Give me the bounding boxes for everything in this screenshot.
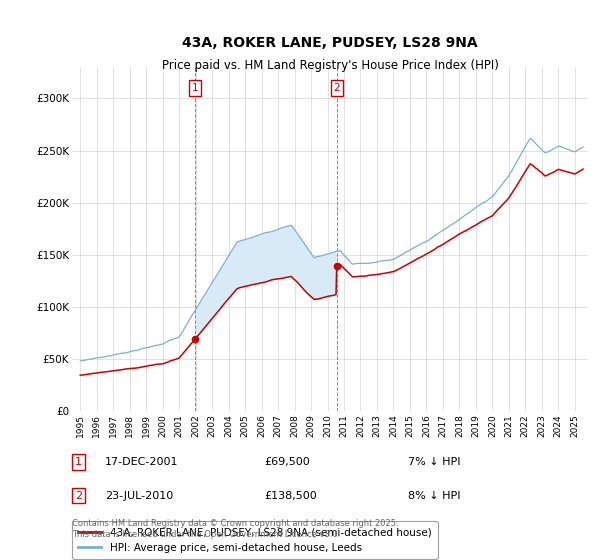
Text: 7% ↓ HPI: 7% ↓ HPI xyxy=(408,457,461,467)
Text: 2: 2 xyxy=(333,83,340,93)
Text: £69,500: £69,500 xyxy=(264,457,310,467)
Text: Price paid vs. HM Land Registry's House Price Index (HPI): Price paid vs. HM Land Registry's House … xyxy=(161,59,499,72)
Text: 17-DEC-2001: 17-DEC-2001 xyxy=(105,457,179,467)
Text: 8% ↓ HPI: 8% ↓ HPI xyxy=(408,491,461,501)
Legend: 43A, ROKER LANE, PUDSEY, LS28 9NA (semi-detached house), HPI: Average price, sem: 43A, ROKER LANE, PUDSEY, LS28 9NA (semi-… xyxy=(72,521,437,559)
Text: 1: 1 xyxy=(75,457,82,467)
Text: 43A, ROKER LANE, PUDSEY, LS28 9NA: 43A, ROKER LANE, PUDSEY, LS28 9NA xyxy=(182,36,478,50)
Text: Contains HM Land Registry data © Crown copyright and database right 2025.
This d: Contains HM Land Registry data © Crown c… xyxy=(72,520,398,539)
Text: 23-JUL-2010: 23-JUL-2010 xyxy=(105,491,173,501)
Text: 2: 2 xyxy=(75,491,82,501)
Text: £138,500: £138,500 xyxy=(264,491,317,501)
Text: 1: 1 xyxy=(192,83,199,93)
